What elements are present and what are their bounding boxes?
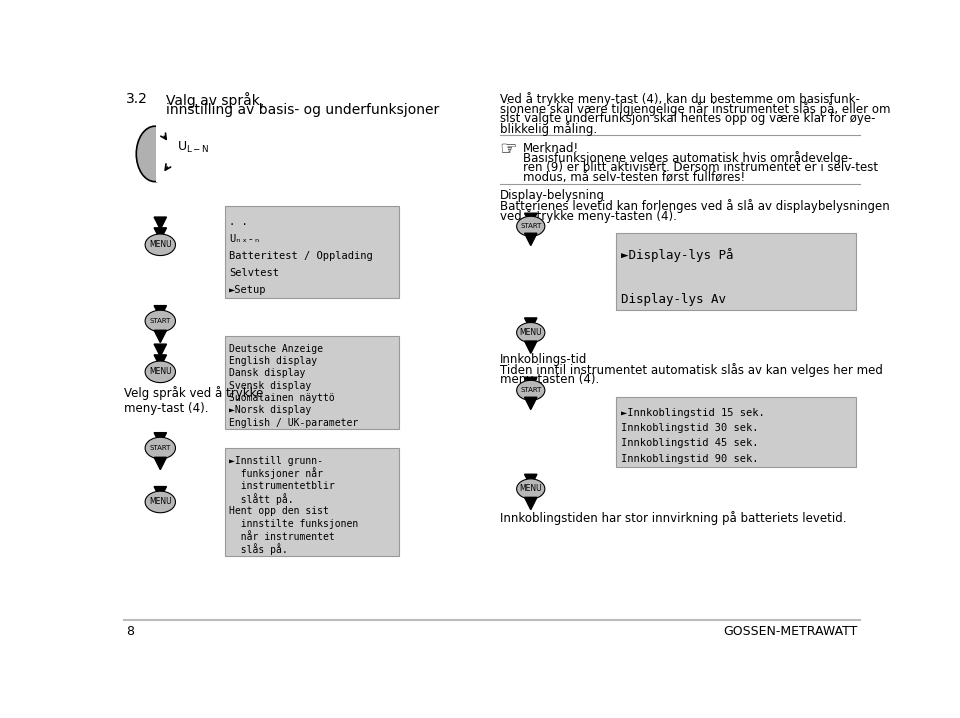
Text: Velg språk ved å trykke
meny-tast (4).: Velg språk ved å trykke meny-tast (4). — [124, 386, 263, 416]
Text: ren (9) er blitt aktivisert. Dersom instrumentet er i selv-test: ren (9) er blitt aktivisert. Dersom inst… — [523, 161, 878, 174]
Polygon shape — [155, 228, 166, 240]
FancyBboxPatch shape — [225, 337, 399, 429]
Text: English display: English display — [229, 356, 318, 366]
Ellipse shape — [136, 126, 174, 182]
Text: Batteritest / Opplading: Batteritest / Opplading — [229, 251, 373, 261]
Text: 3.2: 3.2 — [126, 93, 148, 106]
Text: innstilte funksjonen: innstilte funksjonen — [229, 519, 358, 529]
Text: Innkoblingstiden har stor innvirkning på batteriets levetid.: Innkoblingstiden har stor innvirkning på… — [500, 511, 847, 525]
Text: ►Norsk display: ►Norsk display — [229, 406, 312, 415]
Text: Selvtest: Selvtest — [229, 268, 279, 278]
Ellipse shape — [516, 381, 545, 401]
Text: MENU: MENU — [519, 328, 542, 337]
Text: GOSSEN-METRAWATT: GOSSEN-METRAWATT — [724, 625, 858, 638]
Text: Hent opp den sist: Hent opp den sist — [229, 506, 329, 516]
Polygon shape — [524, 397, 537, 409]
Text: Valg av språk,: Valg av språk, — [166, 93, 265, 108]
Text: sist valgte underfunksjon skal hentes opp og være klar for øye-: sist valgte underfunksjon skal hentes op… — [500, 112, 876, 126]
Text: Innkoblings-tid: Innkoblings-tid — [500, 353, 588, 365]
Text: Display-lys Av: Display-lys Av — [621, 293, 726, 306]
Polygon shape — [524, 377, 537, 390]
Text: Innkoblingstid 30 sek.: Innkoblingstid 30 sek. — [621, 423, 758, 433]
Text: sjonene skal være tilgjengelige når instrumentet slås på, eller om: sjonene skal være tilgjengelige når inst… — [500, 103, 890, 116]
Ellipse shape — [145, 491, 176, 513]
Text: Tiden inntil instrumentet automatisk slås av kan velges her med: Tiden inntil instrumentet automatisk slå… — [500, 363, 882, 378]
FancyBboxPatch shape — [225, 205, 399, 298]
Text: MENU: MENU — [149, 241, 172, 249]
Text: slått på.: slått på. — [229, 493, 294, 505]
Text: START: START — [150, 318, 171, 324]
Text: ►Innkoblingstid 15 sek.: ►Innkoblingstid 15 sek. — [621, 408, 764, 418]
Text: Innkoblingstid 90 sek.: Innkoblingstid 90 sek. — [621, 454, 758, 464]
Text: English / UK-parameter: English / UK-parameter — [229, 418, 358, 428]
Text: Display-belysning: Display-belysning — [500, 189, 605, 202]
Text: ☞: ☞ — [500, 140, 517, 159]
Polygon shape — [524, 498, 537, 510]
Polygon shape — [524, 233, 537, 246]
Text: når instrumentet: når instrumentet — [229, 532, 335, 542]
Polygon shape — [155, 433, 166, 445]
Text: Merknad!: Merknad! — [523, 141, 579, 154]
Text: modus, må selv-testen først fullføres!: modus, må selv-testen først fullføres! — [523, 171, 745, 184]
Ellipse shape — [516, 216, 545, 236]
Text: MENU: MENU — [149, 498, 172, 506]
Text: funksjoner når: funksjoner når — [229, 467, 324, 480]
Text: Dansk display: Dansk display — [229, 368, 305, 378]
Text: ►Setup: ►Setup — [229, 284, 267, 294]
Ellipse shape — [516, 322, 545, 342]
FancyBboxPatch shape — [616, 397, 856, 467]
Text: Svensk display: Svensk display — [229, 381, 312, 391]
Text: innstilling av basis- og underfunksjoner: innstilling av basis- og underfunksjoner — [166, 103, 440, 117]
Text: ved å trykke meny-tasten (4).: ved å trykke meny-tasten (4). — [500, 210, 677, 223]
Polygon shape — [155, 330, 166, 342]
Polygon shape — [155, 306, 166, 318]
Polygon shape — [524, 318, 537, 330]
Text: Basisfunksjonene velges automatisk hvis områdevelge-: Basisfunksjonene velges automatisk hvis … — [523, 151, 852, 165]
Polygon shape — [155, 487, 166, 499]
Text: ►Innstill grunn-: ►Innstill grunn- — [229, 456, 324, 466]
Polygon shape — [524, 341, 537, 353]
FancyBboxPatch shape — [616, 233, 856, 310]
Text: slås på.: slås på. — [229, 544, 288, 556]
Text: Ved å trykke meny-tast (4), kan du bestemme om basisfunk-: Ved å trykke meny-tast (4), kan du beste… — [500, 93, 859, 106]
Polygon shape — [524, 213, 537, 225]
FancyBboxPatch shape — [156, 126, 180, 182]
Text: ►Display-lys På: ►Display-lys På — [621, 248, 733, 262]
Text: U$_{\mathregular{L-N}}$: U$_{\mathregular{L-N}}$ — [177, 140, 209, 155]
Polygon shape — [155, 457, 166, 470]
Text: Innkoblingstid 45 sek.: Innkoblingstid 45 sek. — [621, 439, 758, 449]
Text: MENU: MENU — [519, 485, 542, 493]
Text: Deutsche Anzeige: Deutsche Anzeige — [229, 344, 324, 354]
Ellipse shape — [145, 310, 176, 332]
Polygon shape — [155, 217, 166, 229]
Text: START: START — [150, 445, 171, 451]
Text: . .: . . — [229, 218, 248, 228]
Text: Batterienes levetid kan forlenges ved å slå av displaybelysningen: Batterienes levetid kan forlenges ved å … — [500, 200, 890, 213]
Text: meny-tasten (4).: meny-tasten (4). — [500, 373, 599, 386]
Text: MENU: MENU — [149, 368, 172, 376]
Polygon shape — [155, 355, 166, 367]
FancyBboxPatch shape — [225, 448, 399, 556]
Polygon shape — [155, 344, 166, 356]
Ellipse shape — [516, 479, 545, 499]
Text: Suomalainen näyttö: Suomalainen näyttö — [229, 393, 335, 403]
Text: blikkelig måling.: blikkelig måling. — [500, 122, 597, 136]
Ellipse shape — [145, 234, 176, 256]
Text: Uₙₓ-ₙ: Uₙₓ-ₙ — [229, 234, 260, 244]
Text: START: START — [520, 223, 541, 229]
Text: START: START — [520, 387, 541, 393]
Ellipse shape — [145, 361, 176, 383]
Text: instrumentetblir: instrumentetblir — [229, 481, 335, 491]
Polygon shape — [524, 475, 537, 487]
Text: 8: 8 — [126, 625, 134, 638]
Ellipse shape — [145, 437, 176, 459]
